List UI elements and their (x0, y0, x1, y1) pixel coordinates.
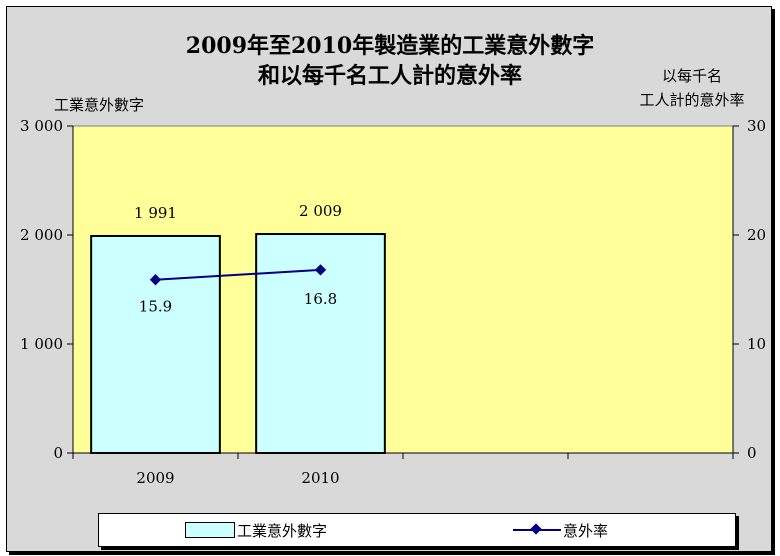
x-axis-tick-label: 2009 (136, 469, 174, 487)
legend-line-label: 意外率 (563, 521, 609, 540)
rate-value-label: 16.8 (304, 290, 337, 308)
legend-bar-label: 工業意外數字 (237, 521, 328, 540)
legend-item-bars: 工業意外數字 (185, 514, 327, 546)
legend-bar-swatch (185, 522, 235, 538)
chart-title-line-2: 和以每千名工人計的意外率 (257, 63, 522, 89)
right-axis-tick-label: 20 (747, 226, 766, 244)
right-axis-tick-label: 0 (747, 444, 757, 462)
legend-line-swatch (513, 523, 561, 537)
right-axis-label-line-1: 以每千名 (661, 67, 722, 85)
x-axis-tick-label: 2010 (301, 469, 339, 487)
right-axis-label-line-2: 工人計的意外率 (639, 91, 745, 109)
left-axis-tick-label: 1 000 (20, 335, 63, 353)
rate-line (155, 268, 321, 281)
legend-item-line: 意外率 (513, 514, 608, 546)
left-axis-tick-label: 2 000 (20, 226, 63, 244)
rate-value-label: 15.9 (139, 298, 172, 316)
chart-title-line-1: 2009年至2010年製造業的工業意外數字 (185, 33, 595, 59)
bar-value-label: 2 009 (299, 202, 342, 220)
bar-value-label: 1 991 (134, 204, 177, 222)
rate-marker (149, 274, 162, 286)
legend: 工業意外數字 意外率 (98, 513, 736, 547)
left-axis-label: 工業意外數字 (54, 96, 145, 114)
left-axis-tick-label: 0 (53, 444, 63, 462)
bar (90, 234, 221, 454)
right-axis-tick-label: 30 (747, 117, 766, 135)
left-axis-tick-label: 3 000 (20, 117, 63, 135)
right-axis-tick-label: 10 (747, 335, 766, 353)
rate-marker (314, 264, 327, 276)
